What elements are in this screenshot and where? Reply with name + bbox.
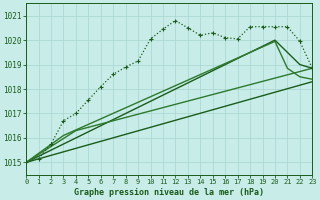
X-axis label: Graphe pression niveau de la mer (hPa): Graphe pression niveau de la mer (hPa) [74,188,264,197]
